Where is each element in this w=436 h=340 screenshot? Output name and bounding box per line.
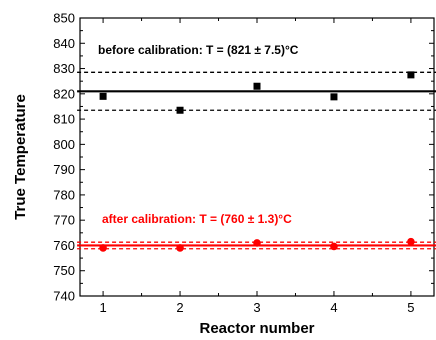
data-markers	[99, 71, 415, 252]
y-tick-label: 740	[53, 289, 75, 304]
data-point-before	[253, 82, 261, 90]
annotation-before: before calibration: T = (821 ± 7.5)°C	[98, 43, 299, 57]
data-point-after	[176, 244, 184, 252]
data-point-after	[253, 239, 261, 247]
data-point-after	[99, 244, 107, 252]
annotation-after: after calibration: T = (760 ± 1.3)°C	[102, 212, 292, 226]
y-tick-label: 810	[53, 112, 75, 127]
y-tick-label: 760	[53, 238, 75, 253]
y-tick-label: 790	[53, 162, 75, 177]
plot-area	[79, 17, 435, 297]
x-tick-label: 1	[99, 300, 106, 315]
y-tick-label: 750	[53, 263, 75, 278]
y-tick-label: 850	[53, 11, 75, 26]
x-tick-label: 5	[407, 300, 414, 315]
y-tick-label: 820	[53, 86, 75, 101]
y-tick-label: 800	[53, 137, 75, 152]
x-axis-label: Reactor number	[199, 320, 314, 337]
data-point-before	[330, 93, 338, 101]
y-tick-label: 840	[53, 36, 75, 51]
x-tick-label: 4	[330, 300, 337, 315]
data-point-before	[99, 92, 107, 100]
y-tick-label: 780	[53, 187, 75, 202]
y-axis-label: True Temperature	[12, 94, 29, 220]
x-axis: 1 2 3 4 5	[99, 18, 415, 315]
data-point-after	[407, 237, 415, 246]
data-point-before	[176, 106, 184, 114]
y-tick-label: 770	[53, 213, 75, 228]
y-tick-label: 830	[53, 61, 75, 76]
plot-frame	[79, 17, 435, 297]
x-tick-label: 3	[253, 300, 260, 315]
data-point-after	[330, 242, 338, 251]
data-point-before	[407, 71, 415, 79]
x-tick-label: 2	[176, 300, 183, 315]
y-axis: 740 750 760 770 780 790 800 810 820 830 840 850	[53, 11, 434, 304]
